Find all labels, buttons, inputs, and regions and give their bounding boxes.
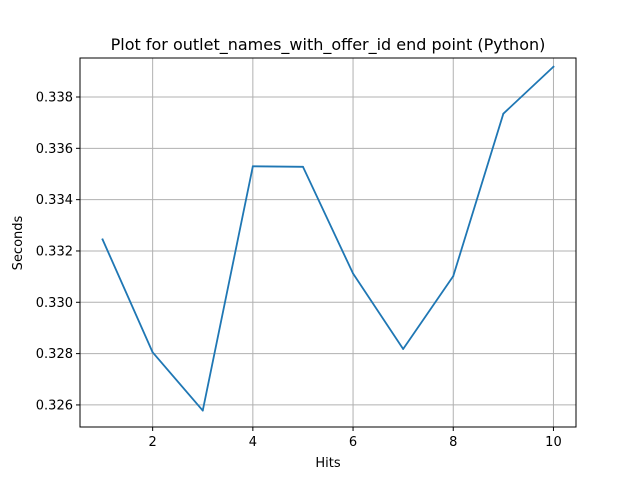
plot-frame [79, 57, 577, 428]
y-tick-label: 0.332 [36, 244, 73, 259]
x-tick-label: 2 [149, 435, 157, 450]
y-tick-label: 0.330 [36, 296, 73, 311]
x-tick-label: 10 [545, 435, 562, 450]
y-axis-label: Seconds [11, 215, 26, 270]
x-tick-label: 8 [449, 435, 457, 450]
y-axis-ticks: 0.326 0.328 0.330 0.332 0.334 0.336 0.338 [36, 91, 80, 413]
data-point [402, 348, 405, 350]
series-group [101, 65, 555, 412]
chart-title: Plot for outlet_names_with_offer_id end … [111, 35, 546, 55]
data-point [101, 238, 104, 241]
x-axis-label: Hits [315, 456, 340, 471]
x-tick-label: 4 [249, 435, 257, 450]
x-axis-ticks: 2 4 6 8 10 [149, 427, 562, 450]
y-tick-label: 0.338 [36, 91, 73, 106]
data-point [251, 165, 254, 168]
data-point [201, 409, 204, 412]
y-tick-label: 0.326 [36, 398, 73, 413]
data-point [302, 165, 304, 168]
data-point [151, 351, 154, 354]
series-line [101, 65, 555, 412]
data-point [452, 275, 455, 278]
data-point [552, 65, 555, 68]
grid-lines [80, 58, 576, 427]
x-tick-label: 6 [349, 435, 357, 450]
data-point [352, 272, 354, 275]
y-tick-label: 0.336 [36, 142, 73, 157]
y-tick-label: 0.328 [36, 347, 73, 362]
y-tick-label: 0.334 [36, 193, 73, 208]
data-point [502, 112, 505, 115]
